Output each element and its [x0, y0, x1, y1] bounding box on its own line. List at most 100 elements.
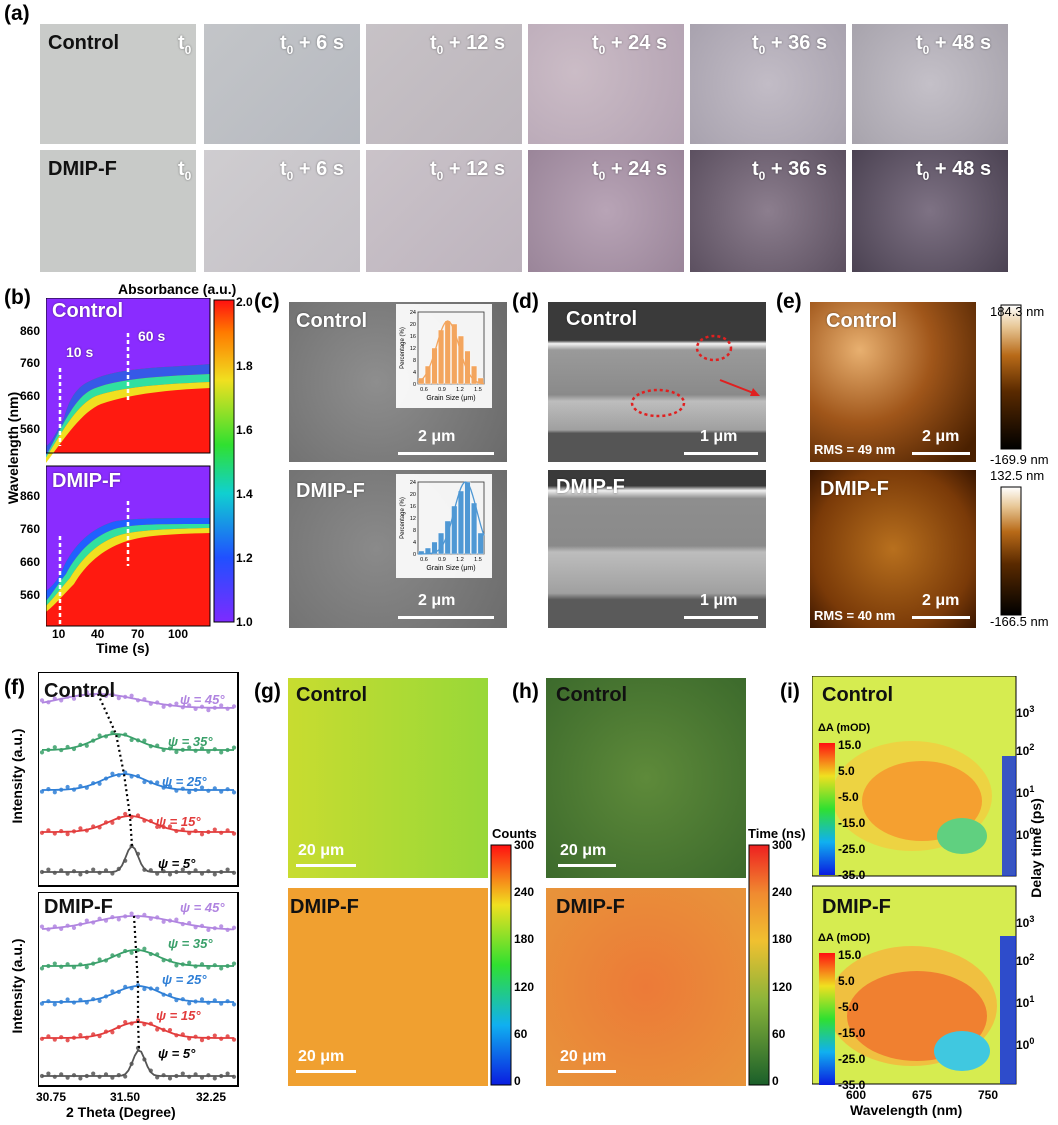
- xrd-fit-curve: [42, 949, 234, 967]
- scale-bar: [558, 864, 616, 867]
- xrd-data-point: [167, 872, 173, 877]
- xrd-data-point: [123, 811, 128, 817]
- panel-d-control-label: Control: [566, 308, 638, 330]
- scale-bar: [398, 616, 494, 619]
- defect-circle: [695, 334, 733, 362]
- xrd-fit-curve: [42, 1049, 234, 1077]
- colorbar-tick: 5.0: [838, 974, 855, 988]
- psi-label: ψ = 35°: [168, 936, 213, 951]
- xrd-data-point: [52, 961, 57, 966]
- xrd-data-point: [97, 998, 102, 1004]
- panel-c-inset-histogram-dmip: 24 20 16 12 8 4 0 0.6 0.9 1.2 1.5 Grain Size (μm) Pe…: [396, 474, 492, 578]
- panel-h-dmip-label: DMIP-F: [556, 896, 625, 918]
- psi-label: ψ = 5°: [158, 856, 196, 871]
- colorbar-tick: -35.0: [838, 1078, 866, 1092]
- panel-b-ytick: 860: [20, 324, 41, 338]
- inset-ytick: 12: [410, 516, 416, 522]
- inset-ytick: 0: [413, 382, 416, 388]
- psi-label: ψ = 45°: [180, 900, 225, 915]
- panel-b-ytick: 760: [20, 356, 41, 370]
- colorbar-tick: 180: [772, 932, 793, 947]
- panel-g-scale-label: 20 μm: [298, 1048, 345, 1065]
- colorbar-tick: 0: [772, 1074, 779, 1088]
- xrd-data-point: [219, 966, 224, 971]
- panel-i-ytick: 103: [1016, 704, 1035, 720]
- panel-d-annotations: [630, 334, 760, 418]
- inset-xtick: 1.2: [456, 557, 464, 563]
- time-label: t0: [178, 158, 192, 183]
- xrd-data-point: [52, 790, 57, 795]
- xrd-data-point: [187, 745, 192, 750]
- psi-label: ψ = 35°: [168, 734, 213, 749]
- xrd-data-point: [84, 964, 89, 970]
- panel-b-annot-10s: 10 s: [66, 344, 94, 360]
- inset-xtick: 1.2: [456, 387, 464, 393]
- xrd-data-point: [97, 957, 102, 962]
- panel-i-xlabel: Wavelength (nm): [850, 1102, 963, 1118]
- inset-xtick: 0.6: [420, 387, 428, 393]
- panel-c-control-label: Control: [296, 310, 368, 332]
- xrd-data-point: [52, 1002, 57, 1007]
- xrd-fit-curve: [42, 815, 234, 833]
- colorbar-tick: 2.0: [236, 295, 253, 309]
- colorbar-tick: 120: [514, 979, 535, 994]
- afm-min: -169.9 nm: [990, 452, 1049, 467]
- panel-d-label: (d): [512, 290, 539, 313]
- xrd-data-point: [39, 698, 45, 703]
- xrd-data-point: [161, 919, 166, 924]
- afm-dmip-image: [810, 470, 976, 628]
- panel-f-ylabel: Intensity (a.u.): [9, 938, 25, 1034]
- panel-c-inset-histogram-control: 24 20 16 12 8 4 0 0.6 0.9 1.2 1.5 Grain Size (μm) Pe…: [396, 304, 492, 408]
- xrd-data-point: [199, 1038, 205, 1043]
- xrd-data-point: [174, 917, 179, 922]
- xrd-data-point: [116, 696, 121, 701]
- time-label: t0 + 12 s: [430, 32, 506, 57]
- histogram-bar: [431, 541, 438, 555]
- arrow: [719, 379, 757, 395]
- panel-i-xtick: 600: [846, 1088, 867, 1102]
- xrd-data-point: [91, 1071, 96, 1076]
- micrograph-tile: [366, 24, 522, 144]
- colorbar-tick: 300: [514, 838, 535, 852]
- micrograph-tile: [40, 24, 196, 144]
- xrd-data-point: [187, 1001, 192, 1006]
- panel-i-control-label: Control: [822, 684, 894, 706]
- panel-a-control-label: Control: [48, 32, 120, 54]
- panel-b-ytick: 860: [20, 489, 41, 503]
- xrd-data-point: [65, 784, 70, 790]
- colorbar-tick: -25.0: [838, 1052, 866, 1066]
- panel-e-colorbar-control: [1000, 304, 1022, 450]
- panel-e-label: (e): [776, 290, 802, 313]
- inset-ytick: 8: [413, 528, 416, 534]
- xrd-data-point: [129, 693, 134, 698]
- colorbar-tick: -5.0: [838, 1000, 859, 1014]
- panel-b-colorbar: [213, 299, 235, 623]
- panel-b-ytick: 760: [20, 522, 41, 536]
- colorbar-tick: 120: [772, 979, 793, 994]
- xrd-data-point: [78, 826, 83, 831]
- xrd-data-point: [46, 867, 51, 872]
- colorbar-tick: -5.0: [838, 790, 859, 804]
- panel-i-label: (i): [780, 680, 800, 703]
- panel-e-scale-label: 2 μm: [922, 428, 960, 445]
- inset-ytick: 8: [413, 358, 416, 364]
- colorbar-tick: 15.0: [838, 948, 862, 962]
- xrd-data-point: [65, 832, 70, 837]
- micrograph-tile: [204, 150, 360, 272]
- xrd-data-point: [155, 824, 160, 830]
- panel-b-ytick: 560: [20, 588, 41, 602]
- xrd-data-point: [199, 832, 205, 837]
- colorbar-tick: 240: [514, 885, 535, 900]
- xrd-data-point: [116, 917, 121, 922]
- panel-b-ytick: 560: [20, 422, 41, 436]
- psi-label: ψ = 15°: [156, 814, 201, 829]
- colorbar-tick: 0: [514, 1074, 521, 1088]
- scale-bar: [558, 1070, 616, 1073]
- panel-f-xlabel: 2 Theta (Degree): [66, 1104, 176, 1120]
- panel-f-ylabel: Intensity (a.u.): [9, 728, 25, 824]
- panel-g-control-label: Control: [296, 684, 368, 706]
- panel-c-scale-label: 2 μm: [418, 592, 456, 609]
- xrd-data-point: [123, 1019, 128, 1025]
- inset-ytick: 24: [410, 310, 416, 316]
- xrd-data-point: [39, 924, 45, 929]
